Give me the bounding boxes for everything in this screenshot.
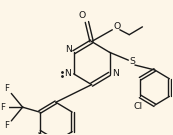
- Text: S: S: [129, 57, 135, 66]
- Text: O: O: [79, 11, 86, 20]
- Text: F: F: [4, 84, 9, 93]
- Text: N: N: [66, 45, 72, 54]
- Text: O: O: [113, 22, 121, 31]
- Text: F: F: [0, 103, 5, 112]
- Text: Cl: Cl: [134, 102, 143, 111]
- Text: N: N: [112, 69, 119, 78]
- Text: N: N: [64, 69, 71, 78]
- Text: F: F: [4, 121, 9, 130]
